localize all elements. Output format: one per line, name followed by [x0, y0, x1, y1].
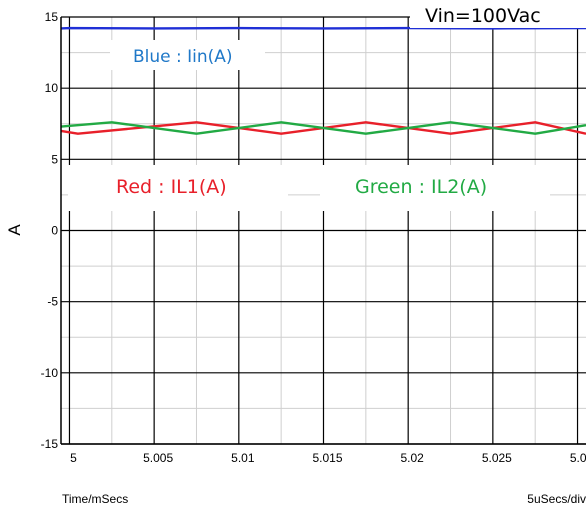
series-lines: [60, 26, 586, 135]
x-tick-label: 5.02: [400, 451, 424, 465]
y-tick-label: 0: [51, 224, 58, 238]
y-tick-label: -10: [41, 366, 59, 380]
x-tick-label: 5.01: [231, 451, 255, 465]
vin-label-box: [410, 3, 586, 28]
blue-label-box: [110, 40, 265, 70]
grid-lines: [61, 16, 586, 445]
green-label-box: [320, 165, 550, 211]
green-series-label: Green : IL2(A): [355, 176, 487, 198]
y-tick-label: 10: [45, 81, 59, 95]
plot-frame: [60, 17, 586, 445]
x-tick-label: 5.03: [570, 451, 586, 465]
series-line-green: [60, 121, 586, 135]
x-tick-label: 5.025: [482, 451, 512, 465]
red-label-box: [68, 165, 288, 211]
x-tick-label: 5.005: [143, 451, 173, 465]
blue-series-label: Blue : Iin(A): [133, 47, 233, 67]
y-axis-label: A: [5, 224, 24, 236]
x-scale-note: 5uSecs/div: [527, 492, 586, 506]
x-tick-label: 5: [70, 451, 77, 465]
vin-annotation: Vin=100Vac: [425, 5, 541, 27]
tick-labels: 15 10 5 0 -5 -10 -15 5 5.005 5.01 5.015 5.02 5.025 5.…: [41, 10, 586, 465]
y-tick-label: -15: [41, 437, 59, 451]
x-axis-label: Time/mSecs: [62, 492, 128, 506]
y-tick-label: -5: [47, 295, 58, 309]
x-tick-label: 5.015: [312, 451, 342, 465]
y-tick-label: 5: [51, 152, 58, 166]
red-series-label: Red : IL1(A): [116, 176, 227, 198]
y-tick-label: 15: [45, 10, 59, 24]
